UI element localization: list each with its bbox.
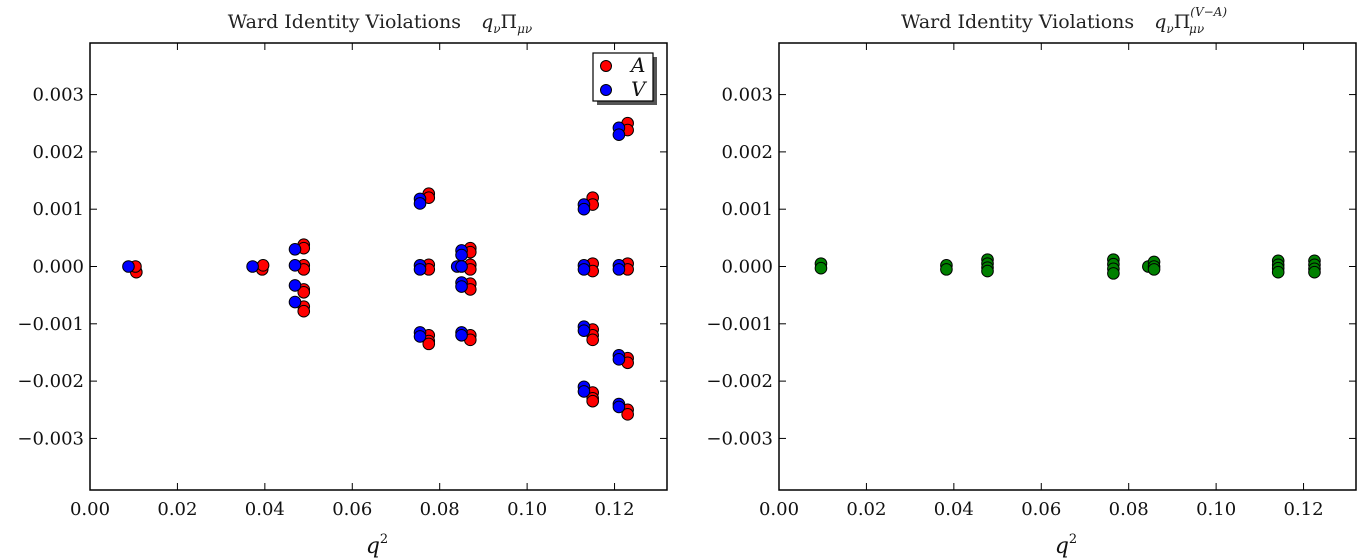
data-point — [246, 260, 259, 273]
x-tick-label: 0.00 — [70, 499, 110, 520]
right-chart-panel: Ward Identity Violations qνΠ(V−A) μν 0.00… — [706, 5, 1357, 559]
data-point — [422, 337, 436, 351]
left-x-axis-label: q2 — [366, 532, 388, 559]
y-tick-label: −0.001 — [706, 314, 773, 335]
y-tick-label: −0.002 — [706, 371, 773, 392]
data-point — [288, 295, 302, 309]
data-point — [288, 259, 302, 272]
legend: A V — [592, 52, 657, 105]
x-tick-label: 0.08 — [1109, 499, 1149, 520]
data-point — [1107, 267, 1120, 280]
x-tick-label: 0.10 — [507, 499, 547, 520]
y-tick-label: 0.001 — [32, 199, 84, 220]
data-point — [455, 248, 468, 262]
data-point — [577, 263, 591, 276]
data-point — [612, 400, 626, 414]
data-point — [413, 263, 427, 276]
legend-label-v: V — [631, 77, 648, 101]
y-tick-label: −0.003 — [17, 428, 84, 449]
left-y-axis: 0.003 0.002 0.001 0.000 −0.001 −0.002 −0.003 — [17, 85, 667, 449]
y-tick-label: 0.001 — [721, 199, 773, 220]
right-x-axis-label: q2 — [1055, 532, 1077, 559]
data-point — [455, 328, 468, 342]
x-tick-label: 0.10 — [1196, 499, 1236, 520]
x-tick-label: 0.12 — [595, 499, 635, 520]
data-point — [455, 280, 468, 293]
data-point — [288, 243, 302, 256]
x-tick-label: 0.02 — [846, 499, 886, 520]
y-tick-label: −0.003 — [706, 428, 773, 449]
data-point — [577, 324, 591, 337]
right-y-axis: 0.003 0.002 0.001 0.000 −0.001 −0.002 −0.003 — [706, 85, 1356, 449]
left-data-points — [122, 116, 634, 421]
y-tick-label: 0.002 — [32, 142, 84, 163]
x-tick-label: 0.12 — [1284, 499, 1324, 520]
data-point — [297, 285, 311, 299]
data-point — [577, 202, 591, 216]
data-point — [612, 128, 626, 141]
left-chart-title: Ward Identity Violations qνΠμν — [228, 11, 532, 36]
right-chart-title: Ward Identity Violations qνΠ(V−A) μν — [901, 5, 1227, 36]
data-point — [577, 385, 591, 398]
data-point — [940, 263, 953, 276]
y-tick-label: 0.003 — [721, 85, 773, 106]
x-tick-label: 0.08 — [420, 499, 460, 520]
data-point — [814, 261, 828, 275]
legend-marker-v — [600, 84, 612, 96]
x-tick-label: 0.00 — [759, 499, 799, 520]
x-tick-label: 0.06 — [1021, 499, 1061, 520]
legend-label-a: A — [629, 53, 645, 77]
data-point — [288, 279, 302, 292]
x-tick-label: 0.04 — [934, 499, 974, 520]
data-point — [586, 394, 599, 408]
x-tick-label: 0.04 — [245, 499, 285, 520]
y-tick-label: −0.001 — [17, 314, 84, 335]
data-point — [297, 304, 311, 318]
data-point — [1271, 265, 1285, 279]
left-x-axis: 0.00 0.02 0.04 0.06 0.08 0.10 0.12 — [70, 43, 635, 520]
data-point — [455, 260, 468, 273]
right-plot-frame — [778, 42, 1357, 491]
data-point — [612, 353, 626, 366]
right-x-axis: 0.00 0.02 0.04 0.06 0.08 0.10 0.12 — [759, 43, 1324, 520]
data-point — [981, 264, 994, 278]
legend-marker-a — [600, 60, 612, 72]
x-tick-label: 0.02 — [157, 499, 197, 520]
right-data-points — [814, 253, 1321, 280]
data-point — [621, 408, 634, 421]
data-point — [612, 263, 626, 276]
data-point — [586, 333, 599, 347]
y-tick-label: 0.003 — [32, 85, 84, 106]
y-tick-label: 0.000 — [32, 257, 84, 278]
data-point — [122, 260, 135, 273]
data-point — [1308, 265, 1321, 279]
data-point — [256, 259, 270, 272]
left-chart-panel: Ward Identity Violations qνΠμν 0.0030.00… — [17, 11, 668, 559]
y-tick-label: −0.002 — [17, 371, 84, 392]
data-point — [413, 197, 427, 210]
x-tick-label: 0.06 — [332, 499, 372, 520]
data-point — [413, 330, 427, 343]
data-point — [1147, 263, 1161, 276]
y-tick-label: 0.000 — [721, 257, 773, 278]
y-tick-label: 0.002 — [721, 142, 773, 163]
